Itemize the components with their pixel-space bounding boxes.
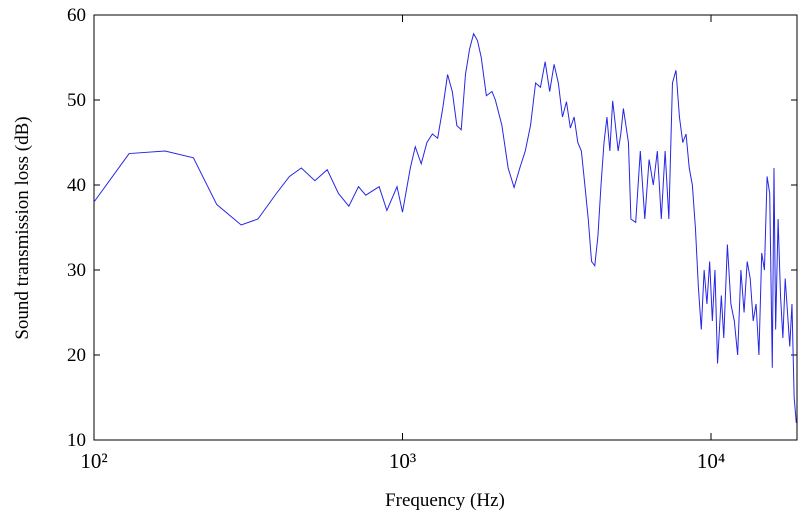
y-tick-label: 10 — [67, 430, 86, 451]
y-tick-label: 20 — [67, 345, 86, 366]
x-tick-label: 10² — [80, 449, 107, 473]
y-axis-label: Sound transmission loss (dB) — [12, 116, 33, 339]
x-axis-label: Frequency (Hz) — [385, 490, 505, 511]
x-tick-label: 10³ — [389, 449, 416, 473]
y-tick-label: 60 — [67, 5, 86, 26]
plot-frame — [93, 14, 798, 441]
y-tick-label: 30 — [67, 260, 86, 281]
x-tick-label: 10⁴ — [697, 449, 725, 473]
y-tick-label: 40 — [67, 175, 86, 196]
y-tick-label: 50 — [67, 90, 86, 111]
data-line — [93, 32, 797, 424]
